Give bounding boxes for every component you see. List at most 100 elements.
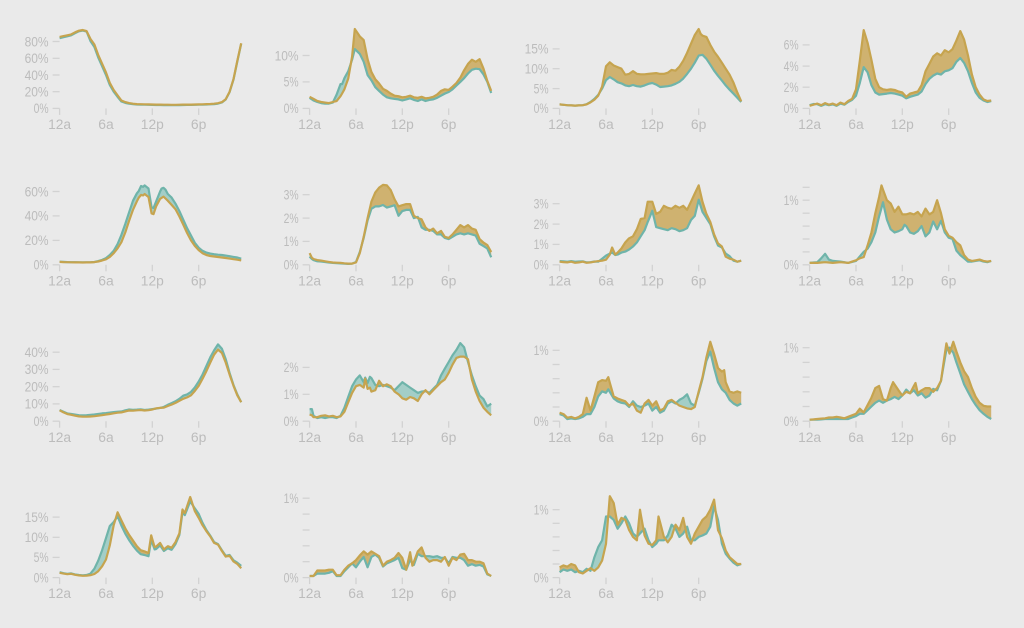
svg-text:6p: 6p [941,273,957,288]
svg-text:6a: 6a [598,117,614,132]
svg-text:10%: 10% [25,397,49,412]
svg-text:12p: 12p [141,430,164,445]
svg-text:1%: 1% [284,387,299,402]
svg-text:6p: 6p [941,117,957,132]
svg-text:0%: 0% [534,570,549,585]
svg-text:6p: 6p [191,430,207,445]
svg-text:30%: 30% [25,362,49,377]
svg-text:0%: 0% [284,570,299,585]
svg-text:60%: 60% [25,184,49,199]
svg-text:6a: 6a [848,430,864,445]
svg-text:6p: 6p [191,586,207,601]
svg-text:1%: 1% [284,234,299,249]
svg-text:0%: 0% [784,101,799,116]
svg-text:12p: 12p [391,430,414,445]
svg-text:12p: 12p [641,273,664,288]
svg-text:12p: 12p [391,586,414,601]
svg-text:12p: 12p [141,273,164,288]
svg-text:6p: 6p [941,430,957,445]
svg-text:20%: 20% [25,380,49,395]
svg-text:0%: 0% [534,101,549,116]
svg-text:0%: 0% [34,101,49,116]
svg-text:6p: 6p [441,117,457,132]
svg-text:10%: 10% [525,62,549,77]
svg-text:6p: 6p [191,273,207,288]
svg-text:12a: 12a [298,273,321,288]
svg-text:6p: 6p [691,430,707,445]
svg-text:6a: 6a [348,117,364,132]
svg-text:12p: 12p [391,117,414,132]
svg-text:12a: 12a [48,430,71,445]
svg-text:60%: 60% [25,51,49,66]
svg-text:0%: 0% [34,414,49,429]
svg-text:6a: 6a [598,273,614,288]
svg-text:1%: 1% [284,491,299,506]
svg-text:6a: 6a [98,273,114,288]
svg-text:0%: 0% [284,414,299,429]
svg-text:0%: 0% [534,414,549,429]
svg-text:15%: 15% [25,510,49,525]
svg-text:12p: 12p [391,273,414,288]
svg-text:40%: 40% [25,68,49,83]
svg-text:12p: 12p [641,430,664,445]
svg-text:0%: 0% [784,258,799,273]
svg-text:20%: 20% [25,233,49,248]
svg-text:12a: 12a [48,586,71,601]
svg-text:5%: 5% [534,81,549,96]
svg-text:2%: 2% [784,80,799,95]
svg-text:0%: 0% [34,570,49,585]
svg-text:6a: 6a [98,586,114,601]
svg-text:4%: 4% [784,59,799,74]
svg-text:6a: 6a [98,117,114,132]
svg-text:3%: 3% [284,188,299,203]
svg-text:1%: 1% [534,503,549,518]
svg-text:12a: 12a [798,273,821,288]
svg-text:2%: 2% [284,360,299,375]
svg-text:12a: 12a [48,273,71,288]
svg-text:6p: 6p [441,586,457,601]
svg-text:12a: 12a [798,117,821,132]
svg-text:12p: 12p [891,117,914,132]
svg-text:12a: 12a [798,430,821,445]
svg-text:0%: 0% [284,101,299,116]
svg-text:1%: 1% [784,193,799,208]
svg-text:15%: 15% [525,42,549,57]
svg-text:40%: 40% [25,345,49,360]
svg-text:12a: 12a [548,117,571,132]
svg-text:12p: 12p [891,273,914,288]
svg-text:1%: 1% [534,343,549,358]
svg-text:0%: 0% [534,258,549,273]
svg-text:12p: 12p [891,430,914,445]
svg-text:6a: 6a [348,273,364,288]
svg-text:6%: 6% [784,38,799,53]
svg-text:10%: 10% [25,530,49,545]
svg-text:12p: 12p [641,117,664,132]
svg-text:20%: 20% [25,85,49,100]
svg-text:6a: 6a [848,273,864,288]
svg-text:6a: 6a [348,586,364,601]
svg-text:6p: 6p [691,586,707,601]
svg-text:10%: 10% [275,48,299,63]
svg-text:12a: 12a [548,586,571,601]
svg-text:40%: 40% [25,209,49,224]
svg-text:12a: 12a [298,117,321,132]
svg-text:12a: 12a [298,586,321,601]
svg-text:5%: 5% [34,550,49,565]
svg-text:12a: 12a [548,430,571,445]
svg-text:6a: 6a [348,430,364,445]
svg-text:1%: 1% [784,341,799,356]
svg-text:12a: 12a [548,273,571,288]
svg-text:12p: 12p [141,117,164,132]
svg-text:12a: 12a [298,430,321,445]
svg-text:12p: 12p [141,586,164,601]
svg-text:6a: 6a [598,586,614,601]
svg-text:12a: 12a [48,117,71,132]
svg-text:12p: 12p [641,586,664,601]
svg-text:6a: 6a [98,430,114,445]
svg-text:80%: 80% [25,34,49,49]
svg-text:3%: 3% [534,197,549,212]
svg-text:1%: 1% [534,237,549,252]
svg-text:5%: 5% [284,75,299,90]
svg-text:6a: 6a [598,430,614,445]
svg-text:0%: 0% [784,414,799,429]
